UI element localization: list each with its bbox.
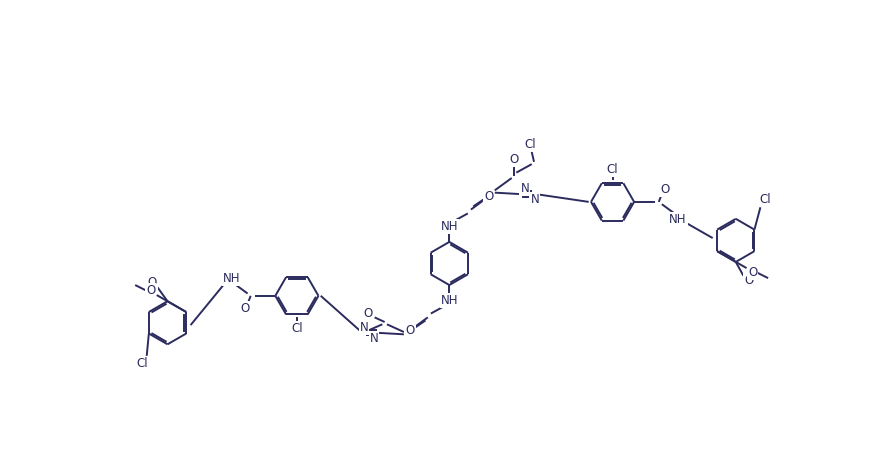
Text: O: O: [240, 302, 248, 315]
Text: NH: NH: [668, 213, 686, 226]
Text: O: O: [659, 183, 669, 196]
Text: N: N: [359, 321, 368, 334]
Text: N: N: [369, 332, 378, 345]
Text: O: O: [405, 324, 414, 337]
Text: Cl: Cl: [759, 193, 770, 206]
Text: Cl: Cl: [606, 163, 618, 176]
Text: O: O: [148, 276, 156, 289]
Text: NH: NH: [440, 220, 457, 233]
Text: NH: NH: [222, 272, 240, 285]
Text: NH: NH: [440, 294, 457, 307]
Text: O: O: [363, 307, 372, 320]
Text: Cl: Cl: [136, 357, 148, 370]
Text: O: O: [146, 284, 155, 297]
Text: N: N: [520, 182, 529, 195]
Text: O: O: [509, 153, 518, 166]
Text: O: O: [484, 190, 493, 203]
Text: Cl: Cl: [524, 138, 536, 150]
Text: N: N: [529, 193, 538, 206]
Text: O: O: [747, 266, 757, 279]
Text: O: O: [744, 274, 752, 287]
Text: Cl: Cl: [291, 322, 302, 335]
